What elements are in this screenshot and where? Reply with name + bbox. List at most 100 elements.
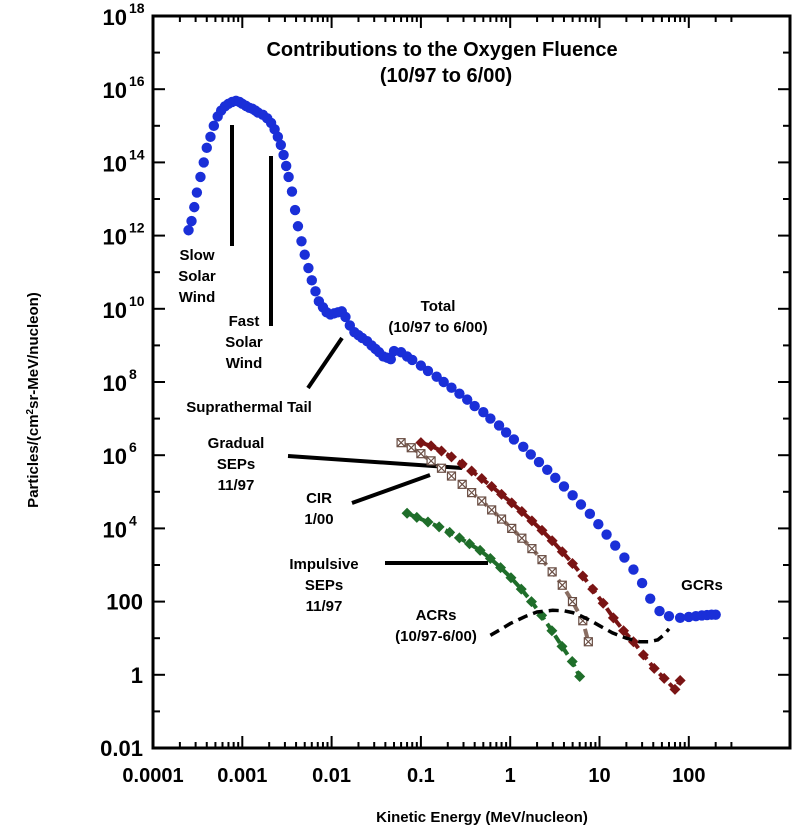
- data-point-cross: [406, 443, 416, 453]
- series-line: [420, 440, 682, 693]
- data-point-cross: [547, 567, 557, 577]
- data-point: [476, 473, 488, 485]
- y-tick-label: 10: [103, 5, 127, 30]
- data-point: [186, 215, 197, 227]
- series-acrs: [489, 608, 671, 644]
- data-point: [453, 532, 465, 544]
- y-tick-label: 10: [103, 298, 127, 323]
- data-point: [542, 464, 553, 475]
- data-point: [486, 480, 498, 492]
- data-point: [446, 382, 457, 393]
- data-point: [500, 427, 512, 438]
- data-point-cross: [437, 463, 446, 473]
- annotation-leader: [306, 336, 344, 390]
- x-tick-label: 0.1: [407, 765, 435, 787]
- data-point: [628, 564, 639, 575]
- acr-dashed-curve: [489, 608, 671, 644]
- data-point: [292, 221, 304, 232]
- data-point: [425, 440, 437, 452]
- data-point: [396, 438, 406, 448]
- x-tick-label: 0.0001: [122, 765, 183, 787]
- y-tick-label: 10: [103, 371, 127, 396]
- data-point: [469, 400, 480, 412]
- data-point: [525, 596, 537, 608]
- chart-subtitle: (10/97 to 6/00): [380, 65, 512, 87]
- data-point: [674, 674, 686, 686]
- annotation-text: Fast: [229, 313, 260, 330]
- x-tick-label: 0.01: [312, 765, 351, 787]
- data-point: [583, 637, 593, 647]
- data-point: [710, 609, 721, 620]
- data-point: [484, 553, 496, 565]
- data-point: [467, 488, 477, 498]
- y-axis-label-superscript: 2: [25, 408, 36, 414]
- chart-title: Contributions to the Oxygen Fluence: [266, 39, 617, 61]
- series-gradual: [415, 437, 686, 695]
- annotation-leader: [351, 473, 431, 505]
- data-point: [593, 519, 604, 530]
- data-point: [463, 538, 475, 550]
- data-point: [645, 593, 656, 604]
- data-point: [607, 612, 619, 624]
- annotation-text: Wind: [226, 355, 263, 372]
- y-axis-label: Particles/(cm2sr-MeV/nucleon): [25, 292, 43, 508]
- data-point: [416, 449, 426, 459]
- annotation-text: SEPs: [305, 577, 343, 594]
- data-point: [550, 472, 561, 484]
- data-point: [618, 625, 630, 637]
- y-tick-label-exponent: 4: [129, 512, 137, 528]
- annotation-text: (10/97 to 6/00): [388, 319, 487, 336]
- annotation-text: Impulsive: [289, 556, 358, 573]
- data-point: [457, 479, 467, 489]
- data-point: [636, 577, 648, 589]
- data-point: [546, 625, 558, 637]
- data-point: [525, 449, 536, 460]
- y-tick-label-exponent: 6: [129, 439, 137, 455]
- annotation-text: Solar: [225, 334, 263, 351]
- annotation-text: SEPs: [217, 456, 255, 473]
- data-point: [487, 505, 497, 515]
- data-point: [303, 262, 314, 274]
- data-point: [496, 488, 508, 500]
- data-point: [508, 434, 520, 445]
- data-point: [445, 451, 457, 463]
- data-point: [401, 507, 413, 519]
- data-point-cross: [396, 438, 406, 448]
- data-point: [546, 535, 558, 547]
- annotation-text: 1/00: [304, 511, 333, 528]
- data-point: [506, 497, 518, 509]
- y-tick-label: 1: [131, 663, 143, 688]
- data-point: [537, 555, 547, 565]
- data-point-cross: [477, 496, 487, 506]
- data-point: [280, 160, 292, 172]
- x-tick-label: 10: [588, 765, 610, 787]
- data-point: [485, 413, 496, 424]
- y-axis-label-part: Particles/(cm: [25, 414, 42, 507]
- data-point: [533, 456, 545, 468]
- data-point: [619, 552, 630, 563]
- axis-ticks: [152, 15, 790, 749]
- data-point: [189, 201, 200, 213]
- data-point: [663, 610, 675, 622]
- data-point-cross: [537, 555, 547, 565]
- data-point: [286, 186, 298, 197]
- data-point: [515, 583, 527, 595]
- data-point: [415, 437, 427, 449]
- data-point: [556, 640, 568, 652]
- data-point: [433, 521, 445, 533]
- data-point-cross: [416, 449, 426, 459]
- annotation-text: Wind: [179, 289, 216, 306]
- data-point: [289, 204, 301, 216]
- data-point: [278, 149, 289, 161]
- data-point: [610, 540, 621, 551]
- data-point: [275, 139, 287, 151]
- data-point: [474, 544, 486, 556]
- data-point: [518, 441, 529, 452]
- y-tick-label: 100: [106, 590, 143, 615]
- y-tick-label-exponent: 14: [129, 146, 145, 162]
- data-point: [283, 171, 294, 183]
- data-point: [454, 388, 465, 399]
- data-point: [431, 371, 442, 382]
- y-tick-label: 0.01: [100, 736, 143, 761]
